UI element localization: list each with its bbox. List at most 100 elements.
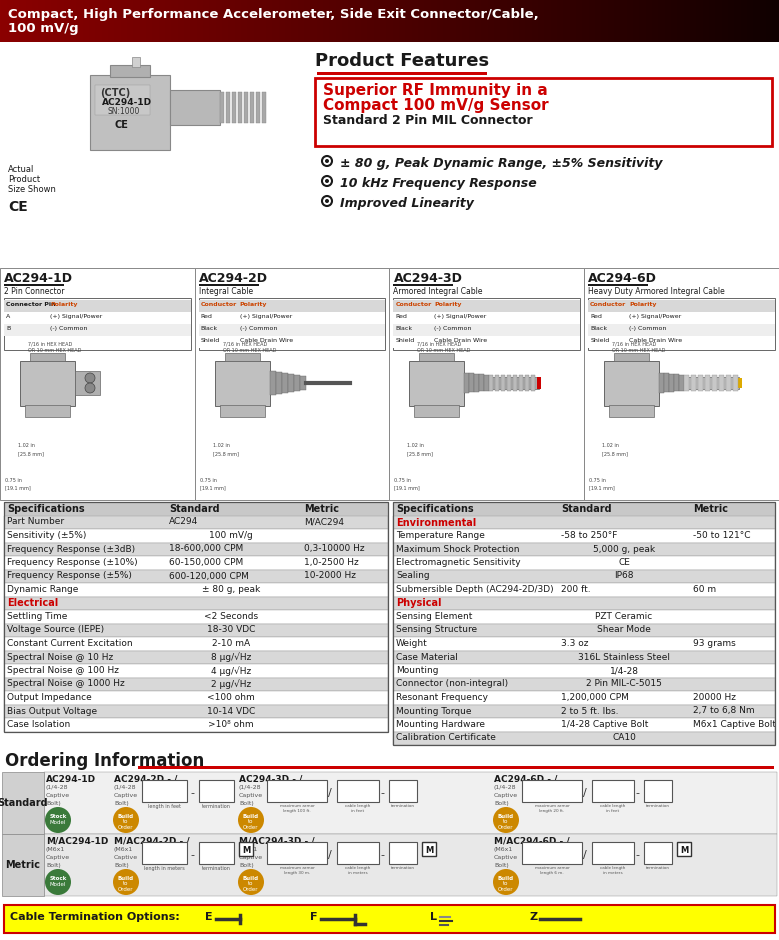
Text: Specifications: Specifications (7, 504, 85, 514)
Bar (554, 0, 555, 42)
Bar (764, 0, 765, 42)
Bar (754, 0, 755, 42)
Bar (721, 0, 722, 42)
Text: OR 10 mm HEX HEAD: OR 10 mm HEX HEAD (612, 348, 665, 353)
Bar (68, 0, 69, 42)
Bar (467, 0, 468, 42)
Bar (591, 0, 592, 42)
Bar (37, 0, 38, 42)
Text: (-) Common: (-) Common (240, 326, 277, 331)
Bar (4, 542, 388, 556)
Text: AC294-1D: AC294-1D (4, 272, 73, 285)
Bar (671, 0, 672, 42)
Text: IP68: IP68 (615, 572, 634, 581)
Bar (412, 0, 413, 42)
Bar (323, 0, 324, 42)
Bar (559, 0, 560, 42)
Bar (288, 0, 289, 42)
Bar (393, 502, 775, 745)
Text: Captive: Captive (114, 793, 138, 798)
Text: maximum armor
length 100 ft.: maximum armor length 100 ft. (280, 804, 315, 812)
Bar (335, 0, 336, 42)
Bar (246, 0, 247, 42)
Bar (725, 0, 726, 42)
Bar (404, 0, 405, 42)
Text: M/AC294: M/AC294 (304, 518, 344, 526)
Bar (386, 0, 387, 42)
Bar (332, 0, 333, 42)
Bar (40, 0, 41, 42)
Text: Z: Z (530, 912, 538, 922)
Text: 2-10 mA: 2-10 mA (212, 639, 250, 648)
Bar (67, 0, 68, 42)
Bar (761, 0, 762, 42)
Bar (647, 0, 648, 42)
Circle shape (322, 156, 332, 166)
Bar (370, 0, 371, 42)
Text: Captive: Captive (46, 793, 70, 798)
Bar (267, 0, 268, 42)
Bar (168, 0, 169, 42)
Text: Order: Order (499, 825, 513, 830)
Bar (525, 0, 526, 42)
Text: to: to (249, 819, 254, 824)
Bar (200, 0, 201, 42)
Bar (28, 0, 29, 42)
Bar (4, 597, 388, 610)
Text: termination: termination (646, 866, 670, 870)
Bar (19, 0, 20, 42)
Text: /: / (583, 788, 587, 798)
Text: Case Material: Case Material (396, 652, 458, 662)
Bar (60, 0, 61, 42)
Bar (650, 0, 651, 42)
Text: to: to (123, 881, 129, 886)
Bar (44, 834, 777, 896)
Text: (+) Signal/Power: (+) Signal/Power (435, 314, 487, 319)
Text: F: F (310, 912, 318, 922)
Bar (773, 0, 774, 42)
Bar (733, 375, 738, 391)
Text: M: M (241, 846, 250, 855)
Bar (170, 90, 220, 125)
Bar (634, 0, 635, 42)
Bar (342, 0, 343, 42)
Bar (199, 298, 386, 350)
Bar (644, 842, 672, 864)
Text: Build: Build (243, 814, 259, 819)
Bar (2, 772, 44, 834)
Text: maximum armor
length 6 m.: maximum armor length 6 m. (534, 866, 569, 874)
Bar (276, 372, 282, 394)
Text: ± 80 g, Peak Dynamic Range, ±5% Sensitivity: ± 80 g, Peak Dynamic Range, ±5% Sensitiv… (340, 157, 662, 170)
Bar (710, 0, 711, 42)
Bar (257, 0, 258, 42)
Bar (241, 0, 242, 42)
Bar (395, 0, 396, 42)
Bar (623, 0, 624, 42)
Bar (714, 0, 715, 42)
Bar (578, 0, 579, 42)
Bar (736, 0, 737, 42)
Text: to: to (503, 819, 509, 824)
Bar (393, 691, 775, 704)
Bar (276, 0, 277, 42)
Text: Polarity: Polarity (50, 302, 77, 307)
Bar (568, 0, 569, 42)
Bar (209, 0, 210, 42)
Bar (9, 0, 10, 42)
Bar (111, 0, 112, 42)
Bar (354, 0, 355, 42)
Text: 2,7 to 6,8 Nm: 2,7 to 6,8 Nm (693, 707, 755, 715)
Bar (411, 0, 412, 42)
Bar (743, 0, 744, 42)
Bar (759, 0, 760, 42)
Text: Order: Order (118, 825, 134, 830)
Text: 2 Pin MIL-C-5015: 2 Pin MIL-C-5015 (586, 680, 662, 688)
Bar (433, 0, 434, 42)
Bar (389, 842, 417, 864)
Bar (552, 0, 553, 42)
Text: Part Number: Part Number (7, 518, 64, 526)
Bar (57, 0, 58, 42)
Bar (352, 0, 353, 42)
Bar (636, 0, 637, 42)
Bar (587, 0, 588, 42)
